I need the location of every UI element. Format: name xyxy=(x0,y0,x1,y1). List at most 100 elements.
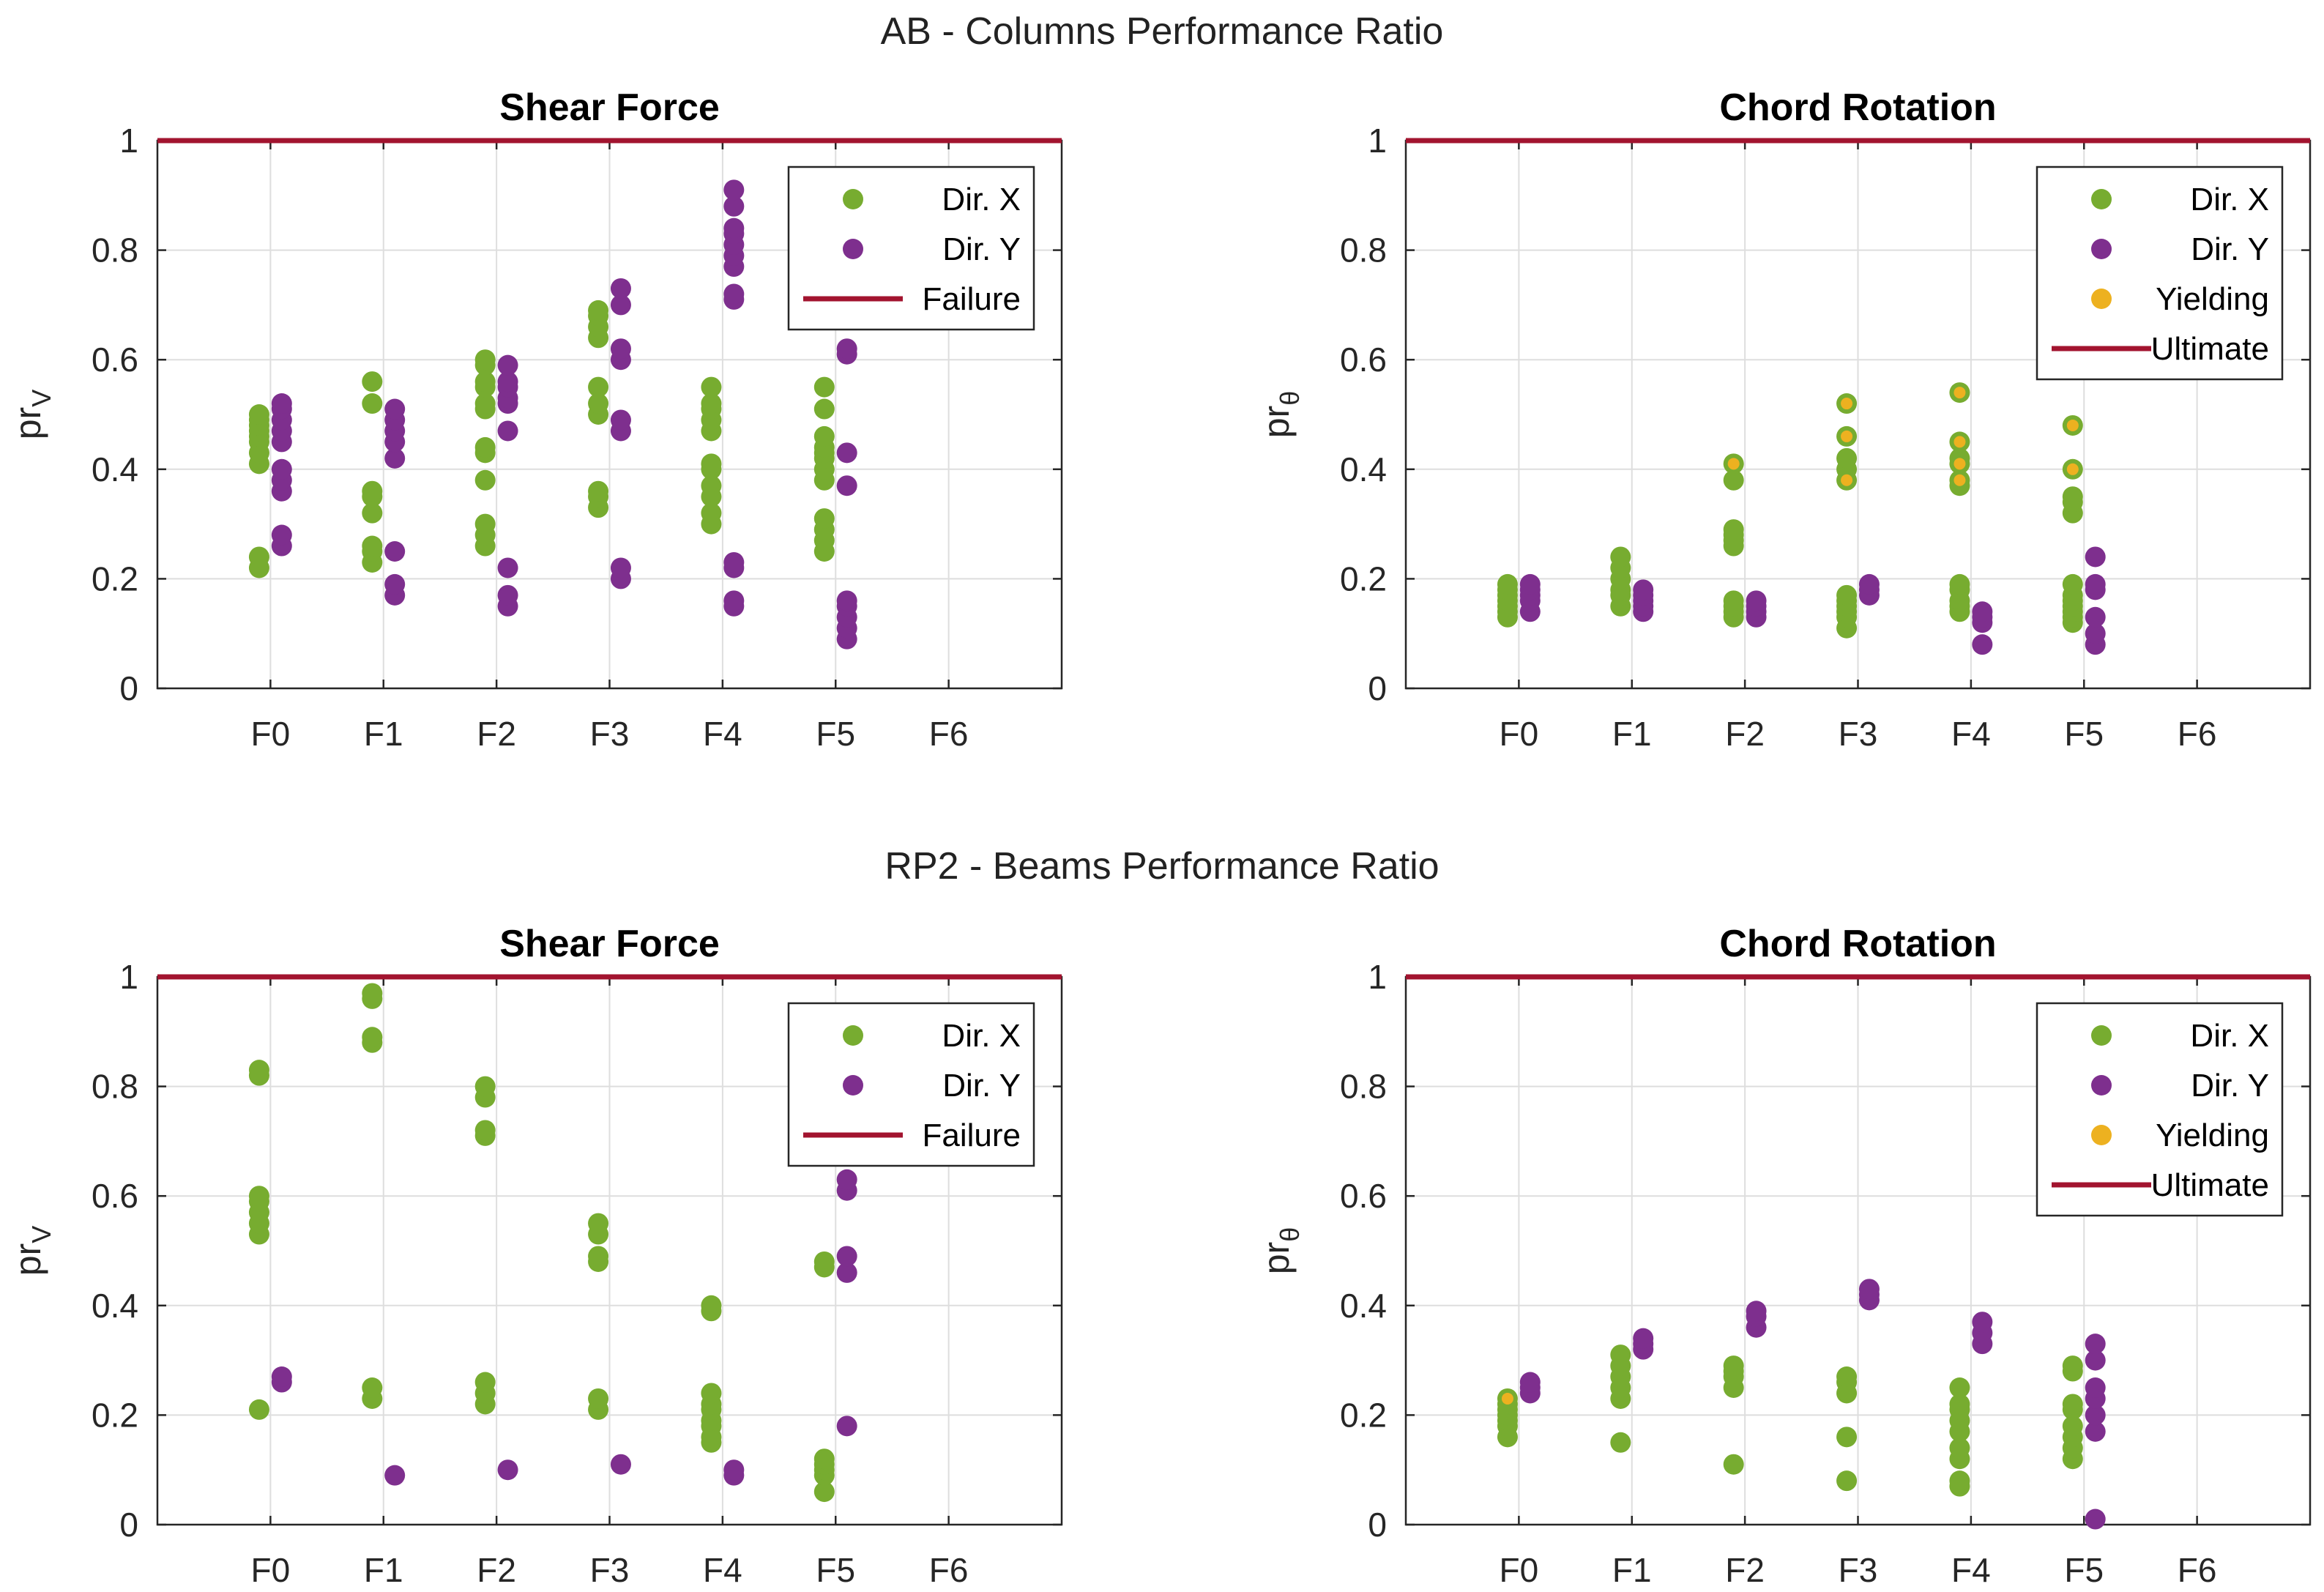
point-dir-x xyxy=(1949,1394,1970,1415)
y-tick-label: 1 xyxy=(1368,958,1387,996)
point-dir-x xyxy=(1836,447,1858,469)
point-dir-x xyxy=(813,398,835,420)
x-tick-label: F3 xyxy=(1839,1551,1878,1589)
point-dir-x xyxy=(701,502,722,524)
point-dir-x xyxy=(588,480,609,502)
point-dir-x xyxy=(1836,1470,1858,1492)
y-tick-label: 1 xyxy=(1368,122,1387,160)
point-dir-y xyxy=(1746,590,1767,611)
x-tick-label: F0 xyxy=(1500,1551,1539,1589)
legend-box xyxy=(787,1002,1035,1167)
point-dir-x xyxy=(588,1388,609,1409)
y-axis-label: prV xyxy=(7,1226,56,1276)
legend-marker-icon xyxy=(2091,239,2112,259)
point-dir-y xyxy=(2085,1350,2106,1371)
point-dir-x xyxy=(813,1251,835,1272)
point-dir-y xyxy=(836,1169,857,1190)
point-yielding xyxy=(1954,436,1966,448)
legend-box xyxy=(787,165,1035,331)
x-tick-label: F5 xyxy=(2064,1551,2104,1589)
y-tick-label: 0.6 xyxy=(92,341,138,379)
legend-marker-icon xyxy=(2091,1075,2112,1096)
x-tick-label: F2 xyxy=(1725,1551,1765,1589)
point-dir-y xyxy=(610,278,631,299)
x-tick-label: F6 xyxy=(929,1551,969,1589)
point-dir-y xyxy=(271,393,292,414)
point-dir-x xyxy=(474,393,496,414)
point-dir-x xyxy=(362,535,383,557)
point-dir-x xyxy=(362,393,383,414)
y-axis-label-base: pr xyxy=(7,407,48,439)
y-tick-label: 1 xyxy=(119,958,138,996)
point-dir-y xyxy=(271,524,292,546)
point-dir-x xyxy=(1723,519,1744,540)
point-dir-x xyxy=(588,300,609,321)
y-tick-label: 0.2 xyxy=(1340,1396,1387,1434)
point-dir-y xyxy=(1746,1301,1767,1322)
x-tick-label: F5 xyxy=(2064,715,2104,753)
point-dir-x xyxy=(362,983,383,1004)
point-dir-y xyxy=(1633,1328,1654,1349)
legend-label: Ultimate xyxy=(2151,331,2269,367)
point-dir-x xyxy=(588,393,609,414)
point-dir-x xyxy=(588,376,609,398)
point-dir-y xyxy=(2085,1421,2106,1442)
point-dir-x xyxy=(248,1399,269,1420)
y-axis-label: prθ xyxy=(1256,1227,1305,1275)
y-tick-label: 0 xyxy=(1368,669,1387,707)
point-dir-x xyxy=(1610,546,1631,568)
x-tick-label: F2 xyxy=(1725,715,1765,753)
point-dir-x xyxy=(248,1060,269,1081)
point-dir-y xyxy=(836,475,857,496)
point-dir-x xyxy=(701,376,722,398)
point-dir-y xyxy=(384,447,406,469)
point-dir-y xyxy=(271,458,292,480)
x-tick-label: F6 xyxy=(929,715,969,753)
point-dir-y xyxy=(2085,573,2106,595)
y-axis-label-subscript: θ xyxy=(1275,391,1305,406)
y-axis-label-base: pr xyxy=(7,1243,48,1276)
point-dir-y xyxy=(1519,573,1541,595)
y-tick-label: 0.6 xyxy=(92,1177,138,1215)
y-tick-label: 1 xyxy=(119,122,138,160)
panel-title: Shear Force xyxy=(499,86,720,129)
point-dir-x xyxy=(1723,1454,1744,1475)
point-dir-x xyxy=(362,1027,383,1048)
y-axis-label: prθ xyxy=(1256,391,1305,439)
x-tick-label: F4 xyxy=(703,715,742,753)
point-dir-y xyxy=(497,371,518,393)
point-dir-y xyxy=(723,590,745,611)
legend-marker-icon xyxy=(2091,189,2112,209)
point-dir-x xyxy=(362,480,383,502)
x-tick-label: F4 xyxy=(1951,715,1991,753)
point-dir-x xyxy=(2062,1416,2083,1437)
x-tick-label: F3 xyxy=(1839,715,1878,753)
point-dir-x xyxy=(1949,573,1970,595)
legend-label: Yielding xyxy=(2156,281,2269,317)
point-dir-x xyxy=(1723,469,1744,491)
y-tick-label: 0.8 xyxy=(92,1068,138,1106)
legend-label: Dir. Y xyxy=(2191,231,2269,267)
point-dir-x xyxy=(813,376,835,398)
x-tick-label: F0 xyxy=(251,715,291,753)
point-dir-y xyxy=(723,551,745,573)
point-yielding xyxy=(1841,398,1853,410)
point-dir-x xyxy=(362,1377,383,1398)
x-tick-label: F1 xyxy=(364,1551,403,1589)
x-tick-label: F0 xyxy=(1500,715,1539,753)
point-dir-x xyxy=(813,1448,835,1470)
y-tick-label: 0.8 xyxy=(1340,231,1387,269)
legend-marker-icon xyxy=(843,189,863,209)
point-dir-y xyxy=(723,1459,745,1481)
x-tick-label: F3 xyxy=(590,1551,630,1589)
point-dir-y xyxy=(836,590,857,611)
point-dir-x xyxy=(1949,1437,1970,1459)
point-dir-x xyxy=(701,453,722,475)
y-axis-label: prV xyxy=(7,390,56,439)
point-dir-y xyxy=(1633,579,1654,600)
point-yielding xyxy=(1954,458,1966,470)
legend-marker-icon xyxy=(843,1025,863,1046)
point-dir-y xyxy=(836,442,857,464)
y-axis-label-base: pr xyxy=(1256,406,1297,438)
point-dir-y xyxy=(836,1246,857,1267)
